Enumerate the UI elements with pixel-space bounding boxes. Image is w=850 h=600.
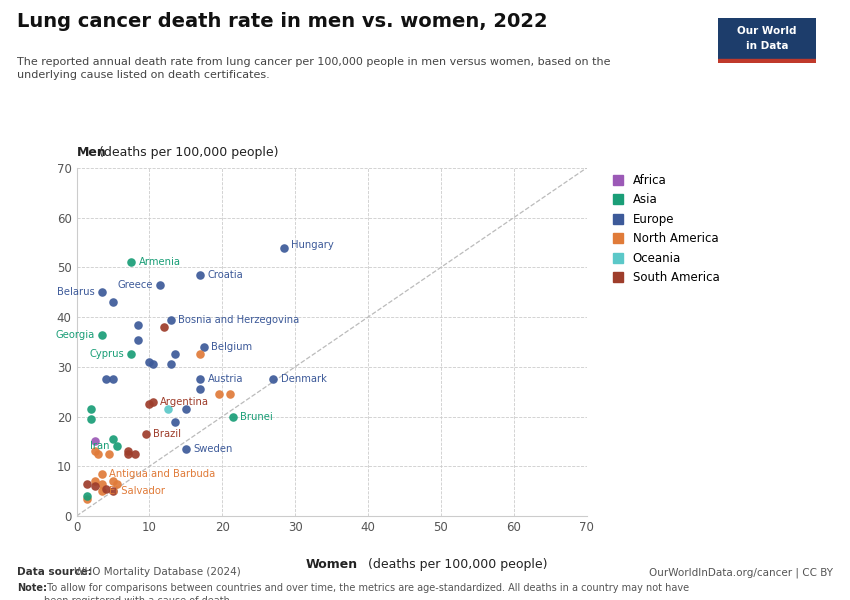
Point — [164, 315, 178, 325]
Point — [81, 494, 94, 503]
Text: in Data: in Data — [746, 41, 788, 51]
Legend: Africa, Asia, Europe, North America, Oceania, South America: Africa, Asia, Europe, North America, Oce… — [613, 174, 720, 284]
Point — [110, 479, 123, 488]
Point — [168, 350, 182, 359]
Point — [146, 359, 160, 369]
Point — [99, 374, 112, 384]
Point — [146, 397, 160, 406]
Point — [103, 449, 116, 458]
Text: To allow for comparisons between countries and over time, the metrics are age-st: To allow for comparisons between countri… — [44, 583, 689, 600]
Text: The reported annual death rate from lung cancer per 100,000 people in men versus: The reported annual death rate from lung… — [17, 57, 610, 80]
Point — [194, 385, 207, 394]
Point — [161, 404, 174, 414]
Point — [121, 446, 134, 456]
Text: Bosnia and Herzegovina: Bosnia and Herzegovina — [178, 314, 300, 325]
Point — [194, 270, 207, 280]
Text: Data source:: Data source: — [17, 567, 92, 577]
Point — [106, 374, 120, 384]
Text: Note:: Note: — [17, 583, 47, 593]
Point — [139, 429, 152, 439]
Point — [106, 298, 120, 307]
Point — [95, 469, 109, 479]
Text: Cyprus: Cyprus — [89, 349, 124, 359]
Text: Sweden: Sweden — [193, 444, 232, 454]
Point — [84, 404, 98, 414]
Point — [121, 449, 134, 458]
Text: Armenia: Armenia — [139, 257, 180, 268]
Point — [132, 320, 145, 329]
Text: El Salvador: El Salvador — [110, 486, 165, 496]
Point — [95, 487, 109, 496]
Text: Iran: Iran — [90, 442, 110, 451]
Point — [128, 449, 142, 458]
Point — [212, 389, 225, 399]
Point — [106, 476, 120, 486]
Point — [110, 442, 123, 451]
Point — [88, 437, 101, 446]
Text: Our World: Our World — [737, 26, 796, 35]
Point — [95, 330, 109, 340]
Point — [106, 434, 120, 444]
Point — [88, 476, 101, 486]
Text: WHO Mortality Database (2024): WHO Mortality Database (2024) — [71, 567, 241, 577]
Text: Argentina: Argentina — [161, 397, 209, 407]
Point — [92, 449, 105, 458]
Point — [132, 335, 145, 344]
Text: Belgium: Belgium — [212, 342, 252, 352]
Text: Lung cancer death rate in men vs. women, 2022: Lung cancer death rate in men vs. women,… — [17, 12, 547, 31]
Text: Belarus: Belarus — [57, 287, 94, 297]
Point — [81, 491, 94, 501]
Text: Austria: Austria — [207, 374, 243, 384]
Point — [266, 374, 280, 384]
Point — [88, 481, 101, 491]
Point — [164, 359, 178, 369]
Point — [106, 487, 120, 496]
Text: (deaths per 100,000 people): (deaths per 100,000 people) — [95, 146, 279, 159]
Text: Denmark: Denmark — [280, 374, 326, 384]
Text: Greece: Greece — [117, 280, 153, 290]
Point — [194, 374, 207, 384]
Point — [84, 414, 98, 424]
Point — [179, 404, 193, 414]
Text: Croatia: Croatia — [207, 270, 243, 280]
Text: Hungary: Hungary — [292, 240, 334, 250]
Point — [124, 350, 138, 359]
Point — [99, 484, 112, 493]
Text: Men: Men — [76, 146, 106, 159]
Point — [143, 357, 156, 367]
Point — [95, 479, 109, 488]
Text: Women: Women — [305, 558, 358, 571]
Point — [277, 243, 291, 253]
Point — [124, 257, 138, 267]
Text: Brazil: Brazil — [153, 429, 181, 439]
Point — [143, 400, 156, 409]
Point — [168, 417, 182, 427]
Point — [81, 479, 94, 488]
Text: (deaths per 100,000 people): (deaths per 100,000 people) — [364, 558, 547, 571]
Point — [154, 280, 167, 290]
Point — [226, 412, 240, 421]
Text: Antigua and Barbuda: Antigua and Barbuda — [110, 469, 216, 479]
Point — [88, 446, 101, 456]
Point — [95, 287, 109, 297]
Point — [194, 350, 207, 359]
Point — [223, 389, 236, 399]
Point — [197, 342, 211, 352]
Point — [157, 322, 171, 332]
Text: OurWorldInData.org/cancer | CC BY: OurWorldInData.org/cancer | CC BY — [649, 567, 833, 577]
Bar — [718, 59, 816, 63]
Point — [179, 444, 193, 454]
Text: Georgia: Georgia — [55, 329, 94, 340]
Text: Brunei: Brunei — [241, 412, 273, 422]
